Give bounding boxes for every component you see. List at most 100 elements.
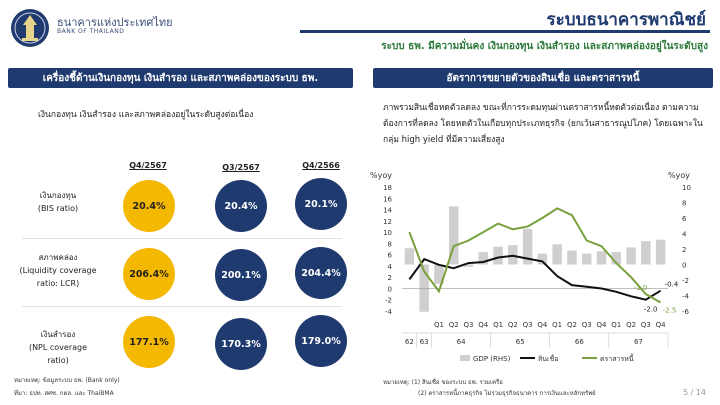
gdp-bar <box>522 228 533 265</box>
metric-circle: 206.4% <box>123 248 175 300</box>
bond-line <box>408 207 662 304</box>
page-title: ระบบธนาคารพาณิชย์ <box>546 10 706 30</box>
y-tick-right: 0 <box>682 262 686 270</box>
left-source: ที่มา: ธปท. สศช. กตล. และ ThaiBMA <box>14 390 114 397</box>
row-label-liquidity: สภาพคล่อง (Liquidity coverage ratio: LCR… <box>19 253 97 288</box>
data-label: -1.0 <box>634 284 648 292</box>
y-tick-left: 10 <box>383 229 392 237</box>
metric-circle: 177.1% <box>123 316 175 368</box>
y-tick-right: 4 <box>682 231 687 239</box>
x-tick-label: Q4 <box>537 321 548 329</box>
y-tick-right: -6 <box>682 308 690 316</box>
year-label: 64 <box>457 338 466 346</box>
x-tick-label: Q4 <box>597 321 608 329</box>
y-tick-right: 10 <box>682 184 691 192</box>
gdp-bar <box>434 264 444 284</box>
gdp-bar <box>448 206 459 265</box>
right-note-2: (2) ตราสารหนี้ภาคธุรกิจ ไม่รวมธุรกิจธนาค… <box>418 390 596 397</box>
title-underline <box>300 30 710 33</box>
x-tick-label: Q3 <box>523 321 533 329</box>
x-tick-label: Q1 <box>493 321 503 329</box>
x-tick-label: Q3 <box>464 321 474 329</box>
gdp-bar <box>611 252 622 265</box>
bank-logo-icon <box>10 8 50 48</box>
gdp-bar <box>567 250 577 265</box>
y-tick-left: 8 <box>388 240 392 248</box>
legend-label: GDP (RHS) <box>473 355 511 363</box>
x-tick-label: Q4 <box>478 321 489 329</box>
y-tick-right: 2 <box>682 246 686 254</box>
gdp-bar <box>463 264 474 267</box>
x-tick-label: Q3 <box>582 321 592 329</box>
y-tick-right: -2 <box>682 277 689 285</box>
right-panel-description: ภาพรวมสินเชื่อหดตัวลดลง ขณะที่การระดมทุน… <box>383 103 703 145</box>
y-tick-left: 4 <box>388 263 393 271</box>
x-tick-label: Q1 <box>611 321 621 329</box>
y-tick-right: -4 <box>682 293 690 301</box>
metric-circle: 20.1% <box>295 178 347 230</box>
gdp-bar <box>552 244 562 265</box>
metric-circle: 200.1% <box>215 249 267 301</box>
gdp-bar <box>537 253 548 265</box>
y-tick-left: 2 <box>388 274 392 282</box>
y-tick-left: 0 <box>388 285 392 293</box>
year-label: 62 <box>405 338 414 346</box>
left-panel-title: เครื่องชี้ด้านเงินกองทุน เงินสำรอง และสภ… <box>8 68 353 88</box>
x-tick-label: Q4 <box>656 321 667 329</box>
x-tick-label: Q2 <box>449 321 459 329</box>
year-label: 67 <box>634 338 643 346</box>
gdp-bar <box>596 251 607 265</box>
left-panel-subtitle: เงินกองทุน เงินสำรอง และสภาพคล่องอยู่ในร… <box>38 110 254 120</box>
row-label-reserve: เงินสำรอง (NPL coverage ratio) <box>28 330 88 365</box>
y-tick-right: 6 <box>682 215 687 223</box>
x-tick-label: Q2 <box>626 321 636 329</box>
y-axis-right-label: %yoy <box>668 171 690 180</box>
gdp-bar <box>478 252 489 265</box>
metric-circle: 170.3% <box>215 318 267 370</box>
data-label: -2.5 <box>663 307 677 315</box>
right-note-1: หมายเหตุ: (1) สินเชื่อ ของระบบ ธพ. รวมเค… <box>383 379 503 386</box>
y-tick-left: -2 <box>385 297 392 305</box>
metric-circle: 179.0% <box>295 315 347 367</box>
gdp-bar <box>419 264 429 312</box>
gdp-bar <box>581 253 592 265</box>
row-divider <box>22 238 342 239</box>
credit-bond-chart: %yoy %yoy -4 -2 0 2 4 6 8 10 12 14 16 18 -6 -4 -2 0 2 4 6 8 10… <box>370 171 691 363</box>
gdp-bar <box>641 241 651 265</box>
y-tick-left: -4 <box>385 308 393 316</box>
row-label-capital: เงินกองทุน (BIS ratio) <box>37 191 79 213</box>
y-tick-left: 16 <box>383 195 392 203</box>
legend-label: สินเชื่อ <box>538 354 558 363</box>
gdp-bar <box>404 248 415 265</box>
page-subtitle: ระบบ ธพ. มีความมั่นคง เงินกองทุน เงินสำร… <box>381 41 708 52</box>
metric-circle: 20.4% <box>215 180 267 232</box>
legend-label: ตราสารหนี้ <box>600 352 634 363</box>
x-tick-label: Q3 <box>641 321 651 329</box>
gdp-bar <box>493 246 503 265</box>
x-tick-label: Q2 <box>567 321 577 329</box>
y-tick-left: 18 <box>383 184 392 192</box>
year-label: 63 <box>420 338 429 346</box>
right-panel-title: อัตราการขยายตัวของสินเชื่อ และตราสารหนี้ <box>373 68 713 88</box>
gdp-bar <box>655 239 666 265</box>
year-label: 66 <box>575 338 584 346</box>
y-tick-left: 14 <box>383 207 392 215</box>
x-tick-label: Q1 <box>552 321 562 329</box>
y-tick-left: 6 <box>388 252 393 260</box>
gdp-bar <box>626 247 636 265</box>
y-tick-left: 12 <box>383 218 392 226</box>
y-axis-left-label: %yoy <box>370 171 392 180</box>
left-note: หมายเหตุ: ข้อมูลระบบ ธพ. (Bank only) <box>14 377 120 384</box>
legend-swatch-gdp <box>460 355 470 361</box>
y-tick-right: 8 <box>682 200 686 208</box>
page-number: 5 / 14 <box>682 388 706 397</box>
data-label: -2.0 <box>644 306 658 314</box>
metric-circle: 204.4% <box>295 247 347 299</box>
x-tick-label: Q2 <box>508 321 518 329</box>
column-header: Q4/2567 <box>129 161 167 170</box>
column-header: Q4/2566 <box>302 161 340 170</box>
year-label: 65 <box>516 338 525 346</box>
x-tick-label: Q1 <box>434 321 444 329</box>
data-label: -0.4 <box>665 281 679 289</box>
bank-name-english: BANK OF THAILAND <box>57 28 125 35</box>
